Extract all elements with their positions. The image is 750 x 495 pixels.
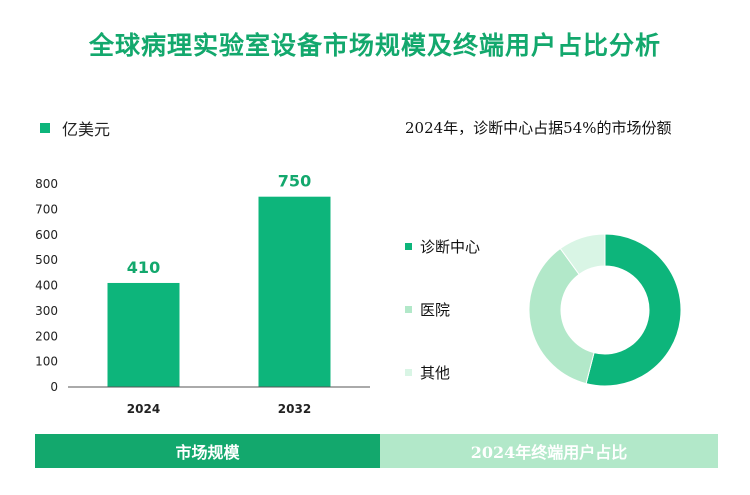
- donut-legend-label: 其他: [420, 364, 451, 382]
- footer-market-size: 市场规模: [35, 434, 380, 468]
- donut-legend-item-diagnostic: 诊断中心: [405, 236, 480, 257]
- bar: [258, 196, 331, 387]
- y-tick-label: 500: [35, 253, 58, 267]
- donut-legend-item-hospital: 医院: [405, 299, 450, 320]
- donut-legend-label: 诊断中心: [420, 238, 481, 256]
- y-tick-label: 0: [50, 380, 58, 394]
- chart-title: 全球病理实验室设备市场规模及终端用户占比分析: [88, 31, 661, 60]
- legend-swatch: [405, 243, 412, 250]
- donut-slice: [559, 233, 606, 276]
- y-tick-label: 400: [35, 279, 58, 293]
- bar: [107, 282, 180, 387]
- legend-swatch: [405, 306, 412, 313]
- x-axis: 2024 2032: [68, 386, 370, 416]
- x-tick-label: 2024: [127, 402, 160, 416]
- bar-legend: 亿美元: [40, 116, 110, 140]
- bar-chart: 0 100 200 300 400 500 600 700 800 410 750 2024 203…: [35, 172, 370, 416]
- bars: 410 750: [107, 172, 331, 387]
- y-tick-label: 800: [35, 177, 58, 191]
- donut-legend-label: 医院: [420, 301, 451, 319]
- donut-legend-item-other: 其他: [405, 362, 450, 383]
- donut-slice: [528, 247, 595, 385]
- legend-swatch: [40, 123, 50, 133]
- y-tick-label: 700: [35, 202, 58, 216]
- footer-end-user-share: 2024年终端用户占比: [380, 434, 718, 468]
- y-tick-label: 600: [35, 228, 58, 242]
- donut-slice: [585, 233, 682, 387]
- data-label: 750: [278, 172, 311, 191]
- legend-swatch: [405, 369, 412, 376]
- y-tick-label: 100: [35, 355, 58, 369]
- legend-label: 亿美元: [62, 120, 111, 139]
- donut-slices: [528, 233, 682, 387]
- x-tick-label: 2032: [278, 402, 311, 416]
- donut-chart: [528, 233, 682, 387]
- y-tick-label: 300: [35, 304, 58, 318]
- data-label: 410: [127, 258, 160, 277]
- y-axis: 0 100 200 300 400 500 600 700 800: [35, 177, 58, 394]
- y-tick-label: 200: [35, 329, 58, 343]
- donut-title: 2024年，诊断中心占据54%的市场份额: [405, 119, 672, 137]
